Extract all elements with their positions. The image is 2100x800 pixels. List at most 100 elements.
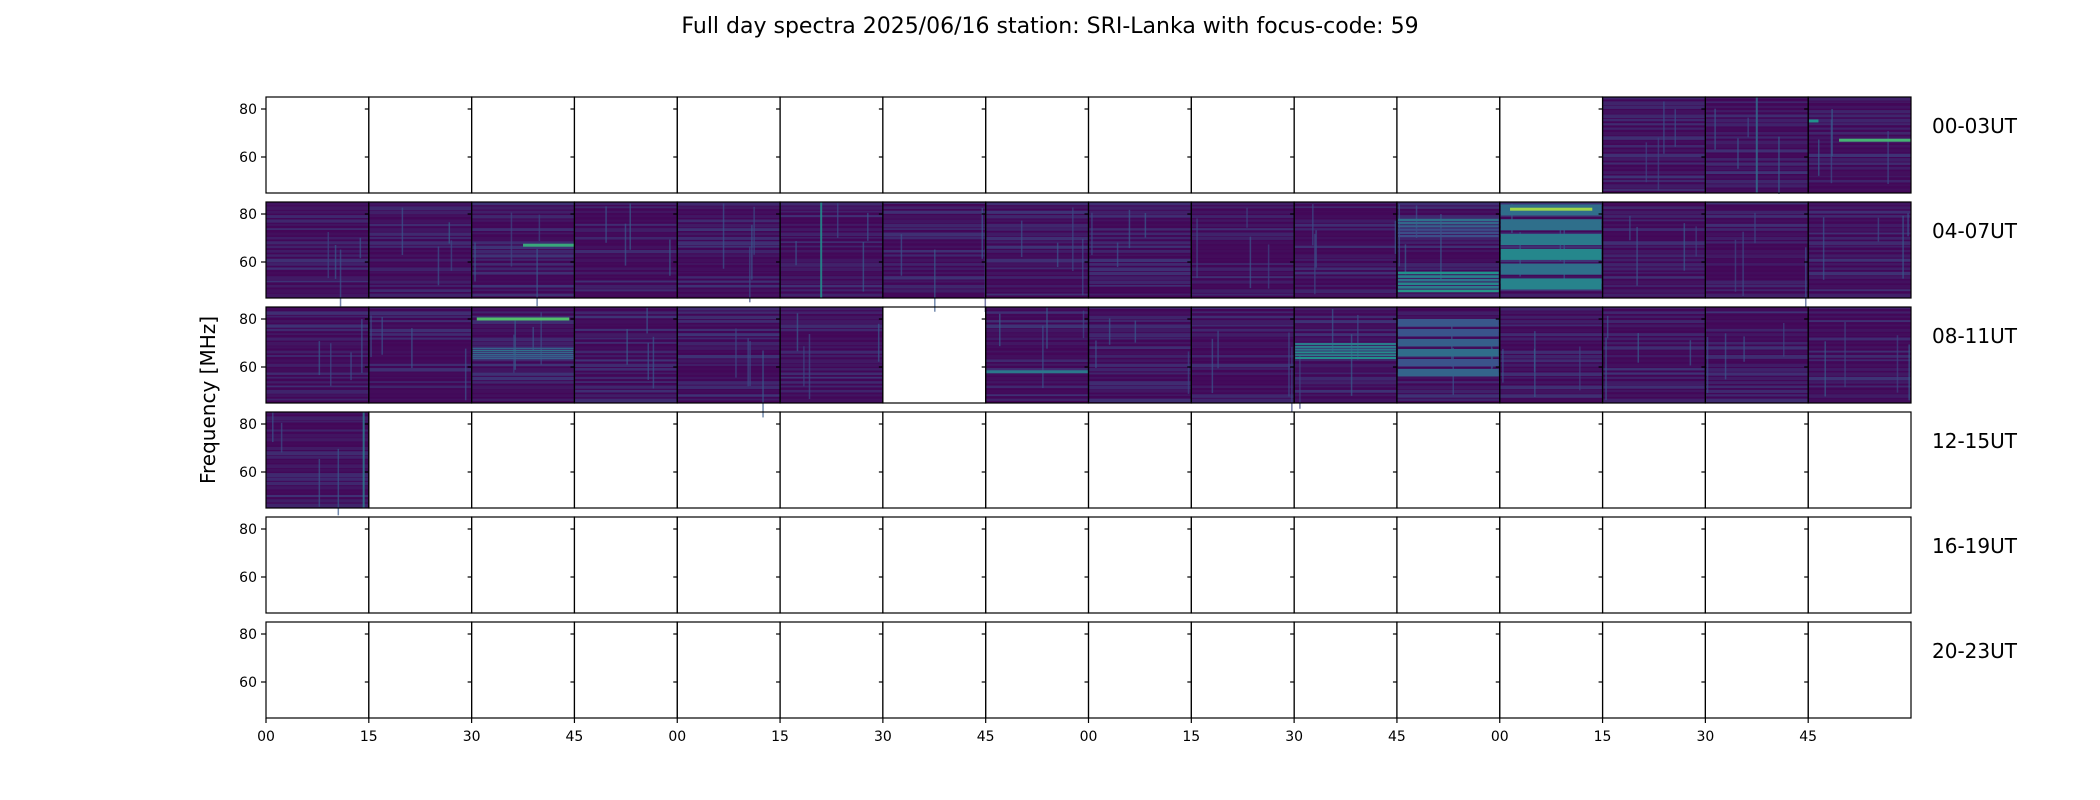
spectrum-stripe (1808, 127, 1911, 130)
panel-frame (1601, 621, 1706, 719)
spectrum-stripe (1088, 293, 1192, 296)
spectrum-stripe (780, 210, 883, 213)
spectrum-stripe (780, 337, 883, 340)
spectrum-stripe (1294, 280, 1397, 284)
spectrum-stripe (677, 236, 781, 240)
spectrum-stripe (1602, 245, 1706, 248)
spectrum-stripe (266, 355, 369, 357)
panel-frame (368, 411, 473, 509)
spectrum-stripe (1602, 136, 1706, 140)
spectrum-stripe (780, 385, 883, 388)
spectral-emission-band (1397, 329, 1499, 337)
spectrum-stripe (1294, 293, 1397, 297)
spectrum-texture (1695, 226, 1697, 257)
spectrum-stripe (1294, 202, 1397, 205)
spectrum-stripe (677, 284, 781, 288)
spectrum-stripe (1499, 337, 1603, 341)
spectrum-texture (1754, 212, 1756, 244)
spectrum-texture (1824, 341, 1826, 397)
spectral-emission-band (1295, 348, 1396, 351)
spectrum-texture (722, 203, 725, 269)
spectrum-stripe (368, 219, 472, 224)
spectrum-stripe (574, 333, 678, 337)
spectrum-stripe (471, 219, 575, 222)
spectrum-stripe (985, 210, 1089, 214)
spectrum-stripe (1191, 346, 1295, 349)
spectrum-stripe (471, 258, 575, 261)
spectrum-stripe (1088, 219, 1192, 222)
spectrum-stripe (1088, 350, 1192, 355)
spectral-emission-line (1839, 138, 1911, 142)
spectrum-texture (1249, 236, 1252, 289)
spectrum-stripe (882, 241, 986, 244)
spectrum-stripe (1808, 245, 1911, 248)
spectrum-stripe (368, 385, 472, 389)
spectrum-stripe (266, 228, 369, 230)
spectrum-stripe (1088, 271, 1192, 276)
spectrum-stripe (1088, 376, 1192, 379)
panel-frame (1396, 96, 1501, 194)
spectrum-stripe (266, 368, 369, 372)
spectrum-texture (350, 352, 352, 381)
panel-frame (368, 96, 473, 194)
spectrum-stripe (677, 320, 781, 323)
spectrum-stripe (266, 219, 369, 223)
spectrum-stripe (1602, 123, 1706, 126)
spectrum-stripe (1396, 381, 1500, 384)
spectrum-stripe (266, 254, 369, 257)
spectrum-stripe (1705, 333, 1809, 337)
spectrum-stripe (368, 263, 472, 266)
spectrum-stripe (266, 455, 369, 459)
spectrum-texture (1579, 346, 1581, 391)
spectrum-stripe (780, 293, 883, 297)
spectrum-stripe (368, 381, 472, 383)
spectrum-stripe (574, 346, 678, 350)
spectrum-stripe (677, 258, 781, 263)
spectrum-stripe (574, 289, 678, 292)
spectra-row: 60 80 20-23UT (239, 621, 2018, 719)
spectra-row: 60 80 12-15UT (239, 411, 2018, 516)
spectrum-stripe (1191, 381, 1295, 385)
spectrum-stripe (677, 271, 781, 274)
spectrum-stripe (1602, 311, 1706, 314)
spectrum-texture (1689, 340, 1692, 366)
spectrum-stripe (1705, 228, 1809, 231)
spectrum-stripe (1191, 280, 1295, 284)
spectrum-texture (538, 214, 541, 242)
spectrum-stripe (471, 381, 575, 384)
spectrum-stripe (266, 350, 369, 354)
spectrum-stripe (1088, 341, 1192, 345)
spectrum-stripe (471, 202, 575, 206)
spectrum-stripe (471, 245, 575, 250)
spectrum-stripe (368, 346, 472, 350)
spectrum-panel (368, 307, 472, 403)
panel-frame (1807, 516, 1912, 614)
spectrum-stripe (1808, 250, 1911, 253)
spectrum-stripe (1191, 307, 1295, 309)
spectrum-texture (1734, 239, 1737, 292)
spectral-emission-band (1397, 286, 1499, 289)
spectrum-stripe (1294, 307, 1397, 311)
spectrum-stripe (1499, 215, 1603, 217)
spectrum-stripe (1705, 263, 1809, 266)
spectrum-stripe (985, 206, 1089, 209)
spectrum-stripe (1191, 363, 1295, 368)
spectrum-stripe (677, 324, 781, 327)
spectrum-texture (795, 240, 797, 266)
spectral-emission-band (472, 349, 574, 352)
spectrum-stripe (1294, 320, 1397, 324)
spectrum-stripe (1499, 328, 1603, 333)
spectrum-texture (1724, 333, 1727, 380)
spectrum-stripe (1499, 350, 1603, 354)
spectrum-stripe (985, 350, 1089, 353)
spectrum-stripe (471, 241, 575, 245)
spectrum-texture (1291, 346, 1293, 413)
spectrum-stripe (266, 412, 369, 415)
spectrum-stripe (1602, 223, 1706, 227)
spectrum-stripe (266, 425, 369, 428)
spectrum-stripe (1602, 372, 1706, 375)
spectrum-stripe (985, 381, 1089, 384)
spectrum-stripe (1808, 254, 1911, 258)
spectral-emission-band (1397, 218, 1499, 222)
spectrum-stripe (1808, 202, 1911, 206)
